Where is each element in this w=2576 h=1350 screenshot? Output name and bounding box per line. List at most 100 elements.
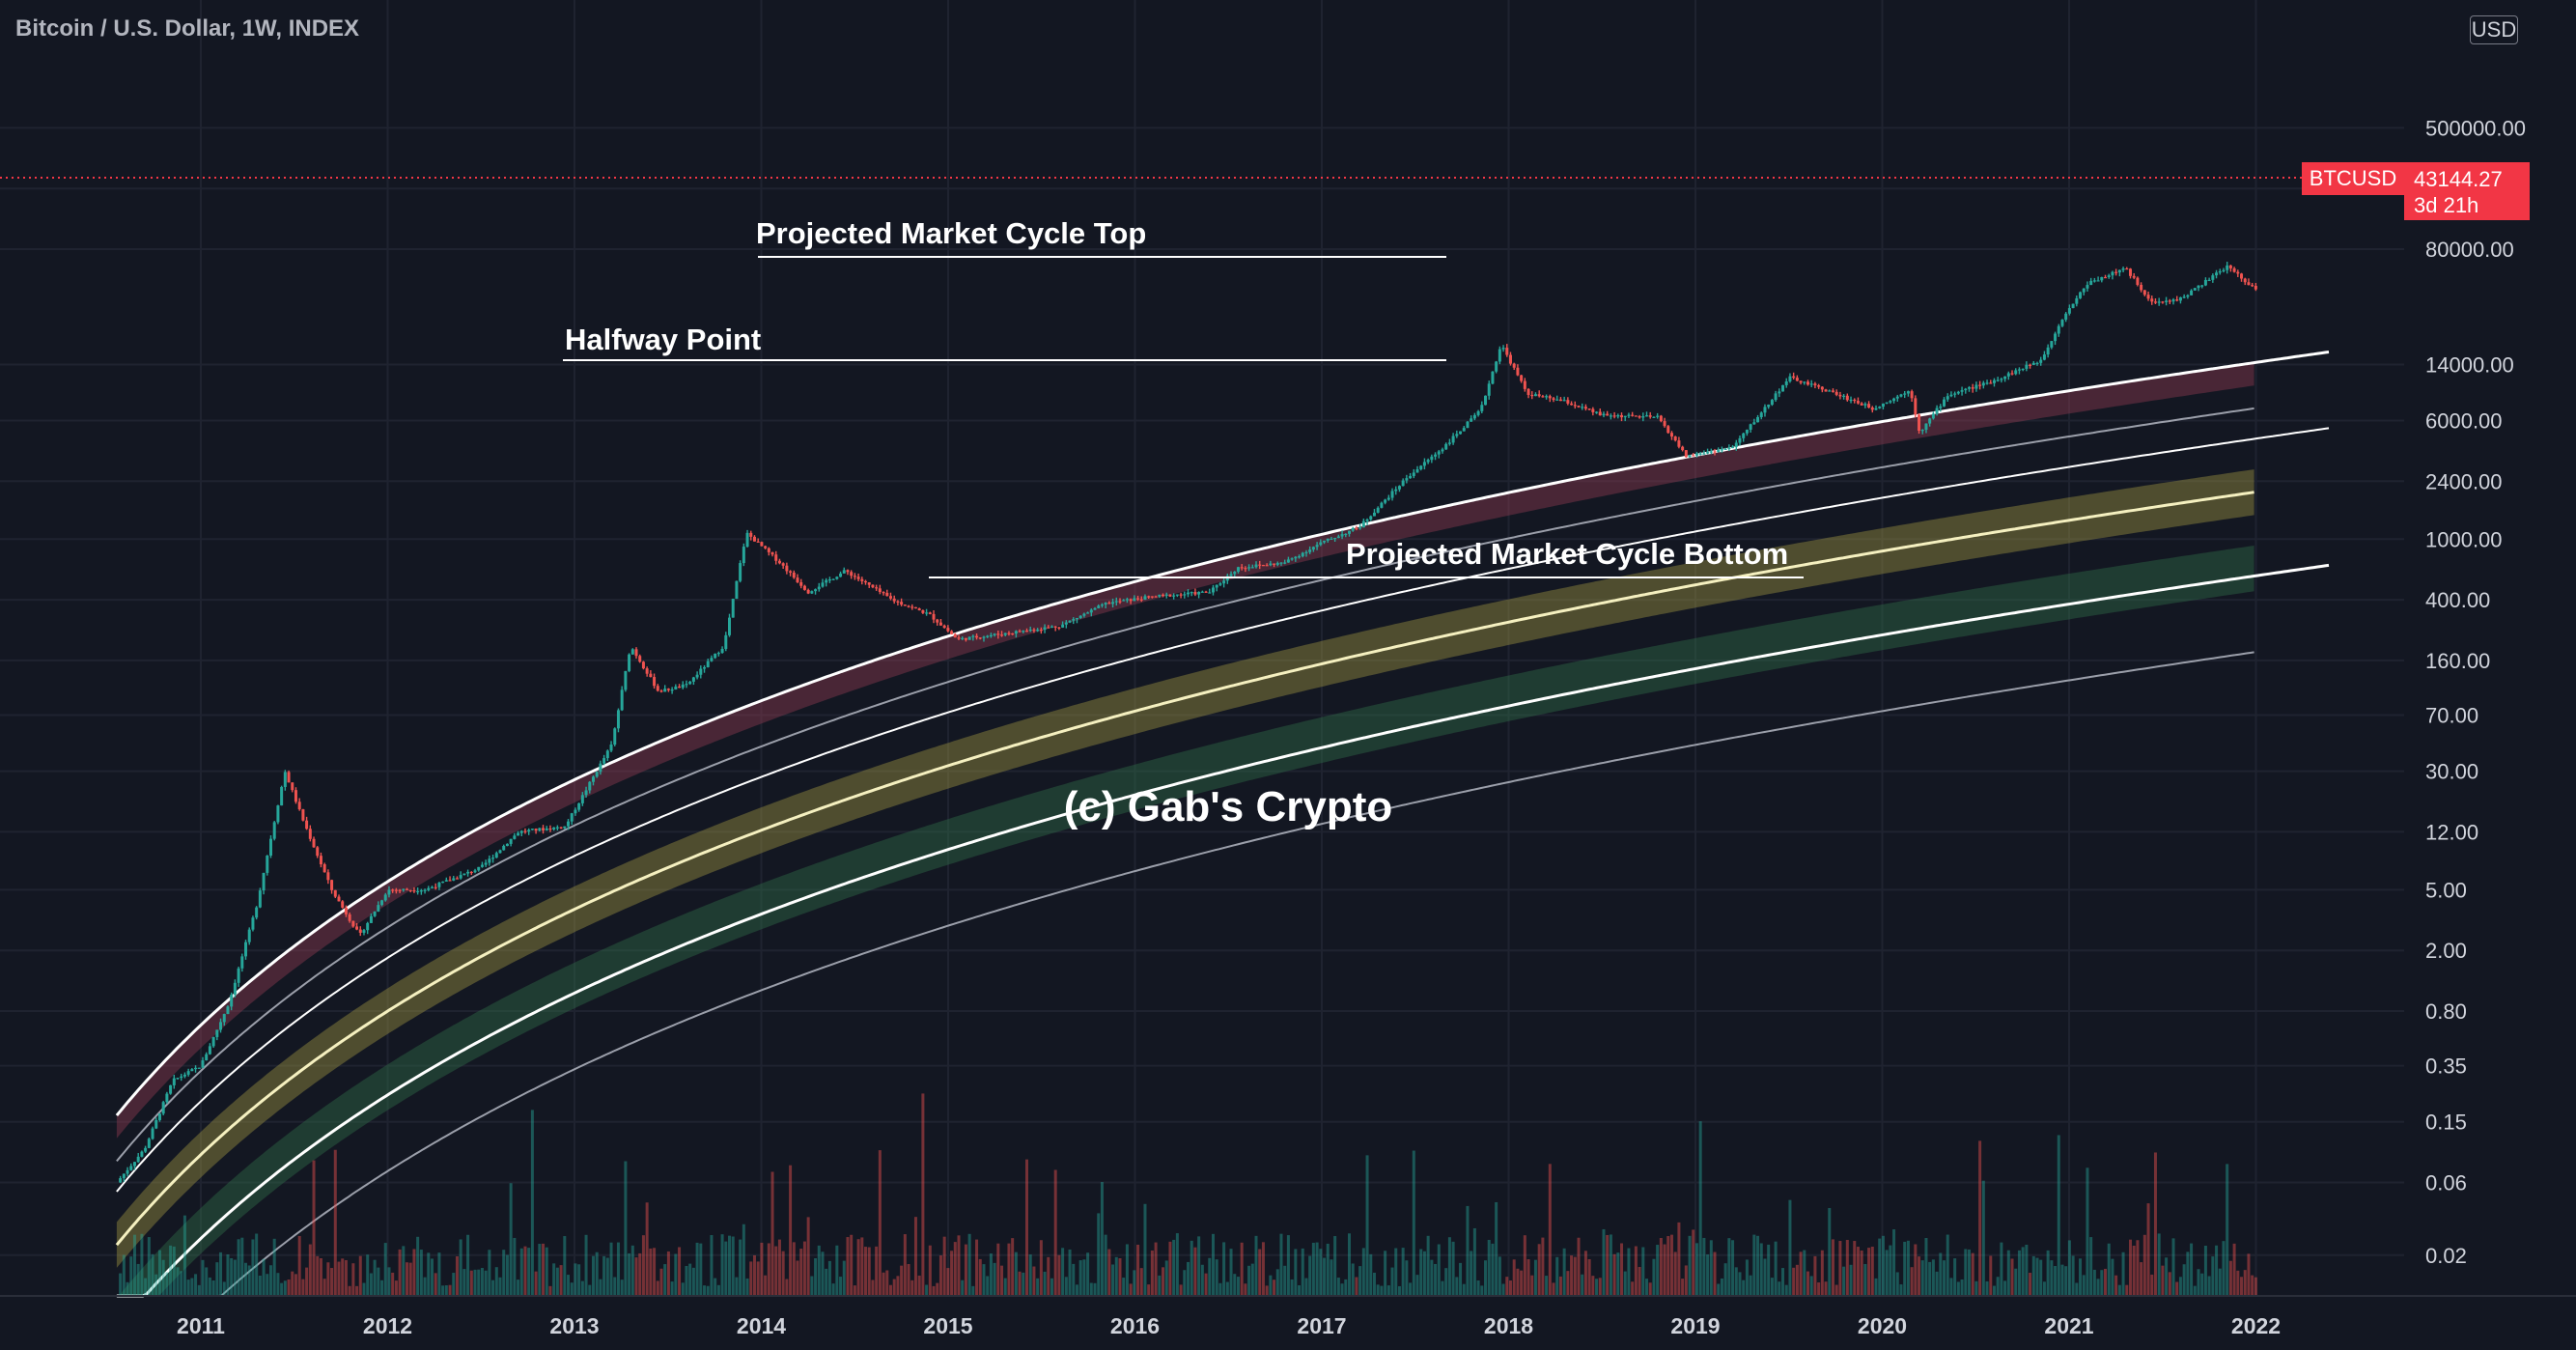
volume-bar: [444, 1285, 448, 1296]
candle-body: [552, 827, 556, 830]
candle-body: [1914, 398, 1918, 415]
candle-body: [1706, 452, 1710, 454]
volume-bar: [2215, 1245, 2219, 1296]
candle-body: [1093, 607, 1097, 610]
candle-body: [169, 1084, 173, 1094]
volume-bar: [806, 1217, 810, 1296]
candle-body: [1086, 612, 1090, 614]
volume-bar: [1172, 1239, 1176, 1296]
candle-body: [871, 584, 875, 588]
candle-body: [1867, 404, 1871, 408]
candle-body: [975, 635, 979, 638]
candle-body: [1698, 453, 1702, 455]
volume-bar: [287, 1280, 291, 1296]
volume-bar: [1659, 1237, 1663, 1296]
last-price-tag: 43144.27 3d 21h: [2404, 162, 2530, 220]
volume-bar: [774, 1246, 778, 1296]
candle-body: [2236, 271, 2240, 274]
volume-bar: [2200, 1273, 2204, 1296]
candle-body: [233, 982, 237, 996]
candle-body: [119, 1178, 123, 1183]
volume-bar: [208, 1277, 211, 1296]
candle-body: [1111, 602, 1115, 605]
candle-body: [1011, 633, 1015, 635]
candle-body: [548, 828, 552, 830]
y-tick-label: 0.06: [2425, 1171, 2467, 1195]
volume-bar: [2025, 1244, 2029, 1296]
candle-body: [1047, 627, 1050, 629]
candle-body: [1663, 421, 1666, 427]
volume-bar: [871, 1280, 875, 1296]
candle-body: [634, 649, 638, 657]
candle-body: [796, 577, 799, 582]
volume-bar: [542, 1243, 546, 1296]
volume-bar: [2075, 1282, 2079, 1296]
candle-body: [938, 622, 942, 626]
volume-bar: [1444, 1268, 1448, 1296]
candle-body: [2226, 265, 2229, 270]
volume-bar: [383, 1243, 387, 1296]
volume-bar: [1286, 1235, 1290, 1296]
candle-body: [542, 828, 546, 830]
volume-bar: [964, 1244, 967, 1296]
volume-bar: [1014, 1252, 1018, 1296]
candle-body: [577, 802, 581, 810]
candle-body: [986, 635, 990, 637]
candle-body: [1298, 556, 1302, 558]
volume-bar: [1319, 1249, 1323, 1296]
candle-body: [850, 572, 854, 577]
volume-bar: [1713, 1252, 1717, 1296]
candle-body: [1078, 615, 1082, 619]
candle-body: [530, 829, 534, 830]
volume-bar: [1577, 1237, 1581, 1296]
volume-bar: [825, 1268, 828, 1296]
volume-bar: [1000, 1265, 1004, 1296]
volume-bar: [1229, 1249, 1233, 1296]
volume-bar: [1197, 1236, 1201, 1296]
volume-bar: [169, 1245, 173, 1296]
volume-bar: [462, 1269, 466, 1296]
candle-body: [1340, 534, 1344, 537]
candle-body: [2057, 325, 2060, 334]
candle-body: [1781, 384, 1785, 392]
candle-body: [2079, 292, 2083, 298]
volume-bar: [2218, 1268, 2222, 1296]
candle-body: [408, 889, 412, 891]
volume-bar: [2107, 1243, 2111, 1296]
currency-button[interactable]: USD: [2470, 15, 2518, 44]
candle-body: [1133, 598, 1136, 602]
candle-body: [180, 1076, 183, 1079]
volume-bar: [161, 1259, 165, 1296]
candle-body: [1889, 401, 1892, 403]
candle-body: [1906, 391, 1910, 394]
candle-body: [1204, 591, 1208, 593]
volume-bar: [1290, 1279, 1294, 1296]
candle-body: [1616, 414, 1620, 417]
candle-body: [1666, 426, 1670, 434]
volume-bar: [416, 1236, 420, 1296]
candle-body: [1612, 415, 1616, 417]
y-tick-label: 5.00: [2425, 878, 2467, 902]
volume-bar: [348, 1285, 351, 1296]
candle-body: [201, 1060, 205, 1068]
volume-bar: [846, 1237, 850, 1296]
volume-bar: [641, 1235, 645, 1296]
candle-body: [1910, 391, 1914, 399]
candle-body: [1738, 437, 1742, 443]
volume-bar: [1164, 1260, 1168, 1296]
candle-body: [1426, 460, 1430, 463]
volume-bar: [1093, 1282, 1097, 1296]
candle-body: [1007, 633, 1011, 634]
volume-bar: [2096, 1279, 2100, 1296]
volume-bar: [2031, 1255, 2035, 1296]
volume-bar: [1795, 1264, 1799, 1296]
y-tick-label: 0.35: [2425, 1055, 2467, 1079]
price-candles: [119, 262, 2257, 1183]
volume-bar: [119, 1273, 123, 1296]
candle-body: [1623, 415, 1627, 418]
volume-bar: [2150, 1274, 2154, 1296]
volume-bar: [716, 1284, 720, 1296]
candle-body: [434, 886, 437, 888]
volume-bar: [1648, 1282, 1652, 1296]
